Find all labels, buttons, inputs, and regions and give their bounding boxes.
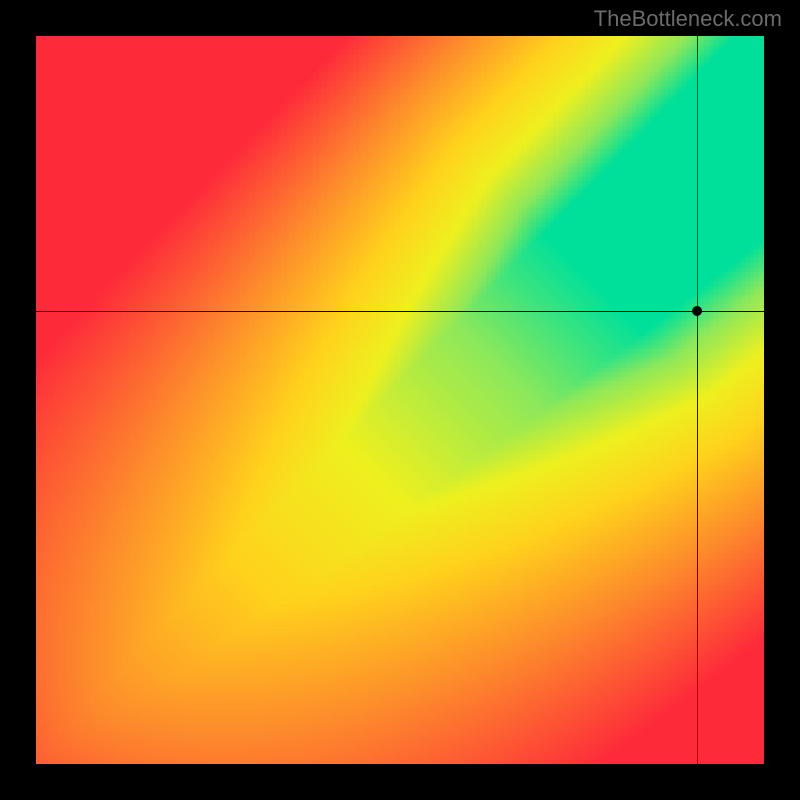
plot-area: [36, 36, 764, 764]
crosshair-marker: [692, 306, 702, 316]
heatmap-canvas: [36, 36, 764, 764]
crosshair-vertical: [697, 36, 698, 764]
chart-container: TheBottleneck.com: [0, 0, 800, 800]
crosshair-horizontal: [36, 311, 764, 312]
watermark-text: TheBottleneck.com: [594, 6, 782, 32]
